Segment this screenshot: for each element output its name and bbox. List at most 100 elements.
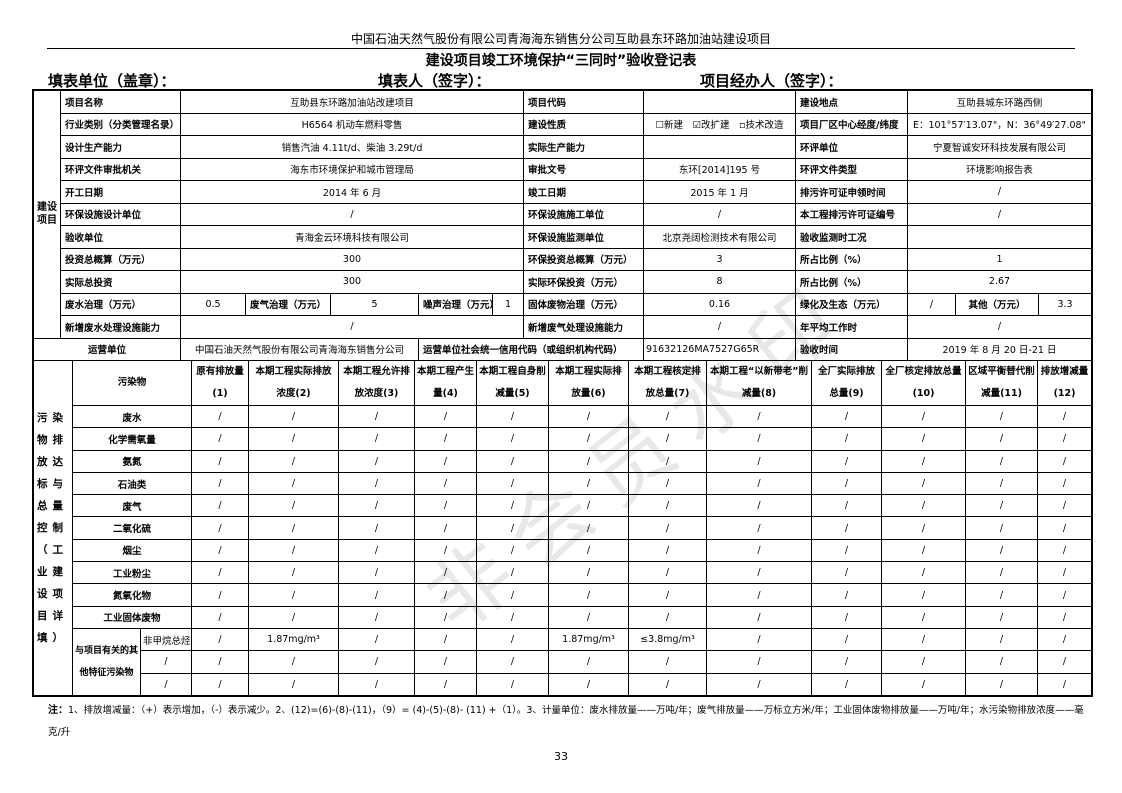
- pollutant-value: /: [338, 538, 416, 563]
- pollutant-value: /: [965, 494, 1039, 518]
- pollutant-value: /: [191, 471, 250, 496]
- field-value: 3.3: [1038, 292, 1092, 316]
- pollutant-value: /: [414, 449, 478, 473]
- footnote-text: 1、排放增减量：（+）表示增加，（-）表示减少。2、(12)=(6)-(8)-(…: [48, 705, 1084, 738]
- pollutant-value: /: [476, 605, 550, 629]
- column-header: 区域平衡替代削减量(11): [965, 360, 1039, 406]
- field-label: 本工程排污许可证编号: [795, 202, 908, 226]
- section-label-pollutants: 污染物排放达标与总量控制（工业建设项目详填）: [33, 360, 73, 696]
- pollutant-value: /: [965, 427, 1039, 451]
- column-header: 排放增减量(12): [1037, 360, 1093, 406]
- field-label: 绿化及生态（万元）: [795, 292, 908, 316]
- pollutant-value: /: [965, 516, 1039, 540]
- pollutant-row: 石油类 / / / / / / / / / / / /: [34, 471, 1093, 496]
- pollutant-value: /: [628, 427, 708, 451]
- operator-row: 运营单位 中国石油天然气股份有限公司青海海东销售分公司 运营单位社会统一信用代码（或…: [33, 337, 1092, 361]
- column-header: 本期工程实际排放浓度(2): [248, 360, 340, 406]
- pollutant-value: /: [811, 561, 883, 585]
- field-value: 销售汽油 4.11t/d、柴油 3.29t/d: [180, 135, 524, 159]
- pollutant-value: /: [965, 449, 1039, 473]
- pollutant-value: /: [338, 672, 416, 696]
- project-row: 开工日期 2014 年 6 月竣工日期 2015 年 1 月排污许可证申领时间 /: [34, 180, 1092, 204]
- other-pollutants-group-label: 与项目有关的其他特征污染物: [72, 627, 141, 696]
- field-label: 环保设施施工单位: [523, 202, 644, 226]
- pollutant-value: /: [338, 404, 416, 429]
- field-label: 建设地点: [795, 90, 908, 114]
- pollutant-value: /: [706, 561, 813, 585]
- column-header: 本期工程核定排放总量(7): [628, 360, 708, 406]
- section-label-project: 建设项目: [33, 90, 61, 339]
- field-value: 1: [907, 247, 1092, 271]
- project-row: 环评文件审批机关 海东市环境保护和城市管理局 审批文号 东环[2014]195 号环评…: [34, 157, 1092, 181]
- pollutant-value: /: [706, 427, 813, 451]
- pollutant-value: /: [476, 516, 550, 540]
- column-header: 本期工程产生量(4): [414, 360, 478, 406]
- pollutant-value: /: [191, 672, 250, 696]
- column-header: 本期工程允许排放浓度(3): [338, 360, 416, 406]
- pollutant-value: /: [811, 471, 883, 496]
- pollutant-name: /: [139, 650, 193, 674]
- pollutant-value: /: [548, 605, 630, 629]
- pollutant-row: 氮氧化物 / / / / / / / / / / / /: [34, 583, 1093, 607]
- pollutant-value: /: [628, 583, 708, 607]
- field-value: /: [643, 315, 796, 339]
- pollutant-name: 二氧化硫: [71, 516, 193, 540]
- field-label: 环保设施设计单位: [60, 202, 181, 226]
- field-label: 审批文号: [523, 157, 644, 181]
- pollutant-row: 化学需氧量 / / / / / / / / / / / /: [34, 427, 1093, 451]
- project-row: 设计生产能力 销售汽油 4.11t/d、柴油 3.29t/d 实际生产能力 环评单位宁…: [34, 135, 1092, 159]
- pollutant-value: /: [248, 538, 340, 563]
- pollutant-value: /: [414, 538, 478, 563]
- pollutant-value: /: [965, 561, 1039, 585]
- pollutant-header-row: 污染物排放达标与总量控制（工业建设项目详填） 污染物 原有排放量(1) 本期工程实际排…: [33, 360, 1093, 696]
- field-label: 项目厂区中心经度/纬度: [795, 112, 908, 136]
- field-label: 环评单位: [795, 135, 908, 159]
- pollutant-value: /: [965, 471, 1039, 496]
- pollutant-value: /: [811, 650, 883, 674]
- pollutant-value: /: [628, 471, 708, 496]
- field-value: /: [907, 315, 1092, 339]
- pollutant-value: 1.87mg/m³: [548, 627, 630, 652]
- pollutant-value: /: [338, 650, 416, 674]
- pollutant-value: /: [191, 449, 250, 473]
- pollutant-value: /: [965, 672, 1039, 696]
- pollutant-value: /: [338, 471, 416, 496]
- pollutant-value: /: [1037, 561, 1093, 585]
- field-value: 8: [643, 270, 796, 294]
- pollutant-value: /: [338, 449, 416, 473]
- field-label: 年平均工作时: [795, 315, 908, 339]
- field-value: 宁夏智诚安环科技发展有限公司: [907, 135, 1092, 159]
- pollutant-value: /: [881, 672, 967, 696]
- project-row: 实际总投资 300 实际环保投资（万元） 8 所占比例（%） 2.67: [34, 270, 1092, 294]
- pollutant-value: /: [881, 427, 967, 451]
- pollutant-value: /: [476, 427, 550, 451]
- project-row: 投资总概算（万元） 300 环保投资总概算（万元） 3 所占比例（%） 1: [34, 247, 1092, 271]
- pollutant-row: 二氧化硫 / / / / / / / / / / / /: [34, 516, 1093, 540]
- pollutant-value: /: [548, 427, 630, 451]
- pollutant-value: /: [191, 516, 250, 540]
- field-label: 新增废水处理设施能力: [60, 315, 181, 339]
- pollutant-value: /: [191, 650, 250, 674]
- pollutant-value: /: [811, 494, 883, 518]
- pollutant-value: /: [548, 404, 630, 429]
- field-value: /: [907, 180, 1092, 204]
- pollutant-value: /: [191, 538, 250, 563]
- pollutant-row: 烟尘 / / / / / / / / / / / /: [34, 538, 1093, 563]
- pollutant-name: 工业固体废物: [71, 605, 193, 629]
- column-header: 原有排放量(1): [191, 360, 250, 406]
- pollutant-value: /: [476, 583, 550, 607]
- pollutant-value: /: [706, 627, 813, 652]
- pollutant-name: 废水: [71, 404, 193, 429]
- pollutant-name: 化学需氧量: [71, 427, 193, 451]
- pollutant-value: /: [476, 627, 550, 652]
- field-value: 5: [330, 292, 419, 316]
- column-header: 本期工程实际排放量(6): [548, 360, 630, 406]
- pollutant-value: /: [965, 627, 1039, 652]
- pollutant-value: /: [414, 605, 478, 629]
- field-value: /: [907, 202, 1092, 226]
- field-value: E：101°57′13.07"，N：36°49′27.08": [907, 112, 1092, 136]
- project-row: 环保设施设计单位 / 环保设施施工单位 / 本工程排污许可证编号 /: [34, 202, 1092, 226]
- pollutant-row: 废水 / / / / / / / / / / / /: [34, 404, 1093, 429]
- field-label: 新增废气处理设施能力: [523, 315, 644, 339]
- field-value: 0.5: [180, 292, 246, 316]
